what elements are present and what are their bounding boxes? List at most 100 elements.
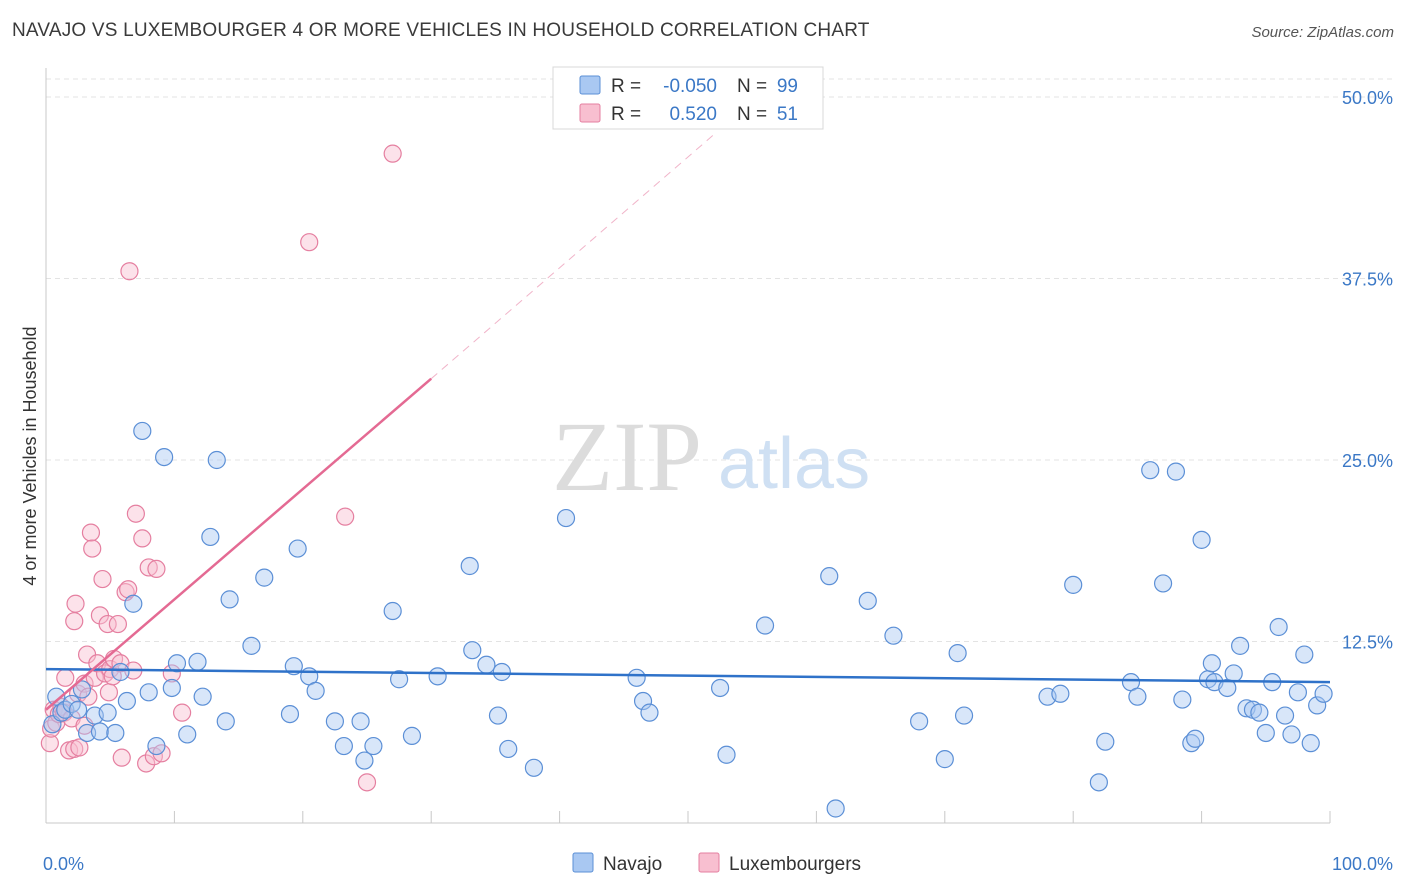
luxembourgers-point xyxy=(40,734,59,753)
navajo-point xyxy=(948,644,967,663)
navajo-point xyxy=(178,725,197,744)
x-tick-labels: 0.0% 100.0% xyxy=(43,854,1393,874)
navajo-point xyxy=(1051,684,1070,703)
navajo-point xyxy=(640,703,659,722)
navajo-point xyxy=(460,556,479,576)
chart-source: Source: ZipAtlas.com xyxy=(1251,24,1394,41)
watermark-zip: ZIP xyxy=(552,401,702,512)
watermark-atlas: atlas xyxy=(718,424,870,504)
navajo-point xyxy=(633,691,653,711)
navajo-point xyxy=(1064,575,1083,594)
navajo-point xyxy=(1250,703,1269,722)
trend-lines xyxy=(45,134,1331,711)
navajo-point xyxy=(255,568,274,587)
luxembourgers-legend-swatch xyxy=(579,103,601,123)
navajo-point xyxy=(717,745,736,764)
luxembourgers-trend-line xyxy=(45,377,433,711)
navajo-point xyxy=(858,591,877,610)
x-tick-label: 100.0% xyxy=(1332,854,1393,874)
luxembourgers-point xyxy=(99,683,119,702)
navajo-bottom-swatch xyxy=(572,852,594,873)
y-tick-labels: 12.5% 25.0% 37.5% 50.0% xyxy=(1342,88,1393,653)
navajo-point xyxy=(627,668,646,687)
luxembourgers-point xyxy=(300,233,319,252)
navajo-point xyxy=(280,704,300,724)
navajo-r-label: R = xyxy=(611,76,641,97)
luxembourgers-point xyxy=(133,529,152,548)
navajo-point xyxy=(334,736,353,756)
top-legend: R = -0.050 N = 99 R = 0.520 N = 51 xyxy=(552,66,824,130)
navajo-point xyxy=(117,691,136,711)
navajo-r-value: -0.050 xyxy=(663,76,717,97)
grid-lines xyxy=(46,78,1392,642)
navajo-point xyxy=(499,739,518,759)
navajo-point xyxy=(216,712,235,731)
y-tick-label: 12.5% xyxy=(1342,633,1393,653)
navajo-point xyxy=(162,678,181,698)
navajo-point xyxy=(1166,462,1186,481)
luxembourgers-point xyxy=(147,559,166,579)
luxembourgers-point xyxy=(120,262,139,281)
y-axis-label: 4 or more Vehicles in Household xyxy=(20,326,40,585)
navajo-point xyxy=(755,616,775,635)
navajo-point xyxy=(820,567,839,586)
y-tick-label: 50.0% xyxy=(1342,88,1393,108)
navajo-point xyxy=(1224,664,1243,683)
navajo-point xyxy=(288,539,307,558)
navajo-point xyxy=(201,527,220,547)
navajo-point xyxy=(1186,729,1205,748)
navajo-point xyxy=(1314,684,1333,703)
luxembourgers-point xyxy=(137,754,156,773)
navajo-point xyxy=(1301,734,1320,753)
luxembourgers-point xyxy=(81,523,101,542)
navajo-point xyxy=(910,712,929,731)
navajo-point xyxy=(306,681,325,700)
luxembourgers-point xyxy=(93,569,112,589)
navajo-point xyxy=(106,723,125,743)
navajo-bottom-label: Navajo xyxy=(603,854,662,875)
y-tick-label: 25.0% xyxy=(1342,451,1393,471)
luxembourgers-point xyxy=(83,539,102,558)
navajo-point xyxy=(90,722,110,741)
navajo-point xyxy=(383,601,402,621)
navajo-point xyxy=(207,450,226,470)
navajo-point xyxy=(428,667,447,686)
navajo-point xyxy=(155,447,174,467)
navajo-point xyxy=(1128,687,1147,706)
navajo-point xyxy=(1231,636,1250,655)
navajo-point xyxy=(935,750,954,769)
navajo-point xyxy=(1288,683,1308,702)
navajo-point xyxy=(188,652,207,671)
navajo-legend-swatch xyxy=(579,75,601,95)
luxembourgers-point xyxy=(357,773,377,792)
navajo-point xyxy=(1096,732,1115,751)
chart-title: NAVAJO VS LUXEMBOURGER 4 OR MORE VEHICLE… xyxy=(12,20,870,41)
navajo-point xyxy=(98,703,117,722)
luxembourgers-n-value: 51 xyxy=(777,104,798,125)
bottom-legend: Navajo Luxembourgers xyxy=(572,852,861,875)
navajo-point xyxy=(463,641,482,660)
navajo-point xyxy=(167,654,187,673)
x-tick-label: 0.0% xyxy=(43,854,84,874)
navajo-point xyxy=(147,736,166,756)
navajo-point xyxy=(72,680,92,699)
navajo-point xyxy=(492,662,511,682)
navajo-point xyxy=(220,590,239,609)
navajo-point xyxy=(68,700,88,719)
navajo-point xyxy=(826,799,845,818)
navajo-point xyxy=(524,758,544,777)
luxembourgers-point xyxy=(79,687,98,706)
luxembourgers-point xyxy=(65,612,84,631)
luxembourgers-point xyxy=(126,504,145,523)
navajo-point xyxy=(1089,773,1108,792)
luxembourgers-trend-extension xyxy=(430,134,715,380)
axes xyxy=(45,68,1331,824)
watermark: ZIP atlas xyxy=(552,401,870,512)
navajo-point xyxy=(1192,530,1211,549)
navajo-point xyxy=(477,655,496,674)
luxembourgers-r-label: R = xyxy=(611,104,641,125)
navajo-point xyxy=(1295,645,1314,664)
navajo-point xyxy=(193,687,212,706)
navajo-point xyxy=(124,594,143,613)
luxembourgers-point xyxy=(383,144,402,163)
